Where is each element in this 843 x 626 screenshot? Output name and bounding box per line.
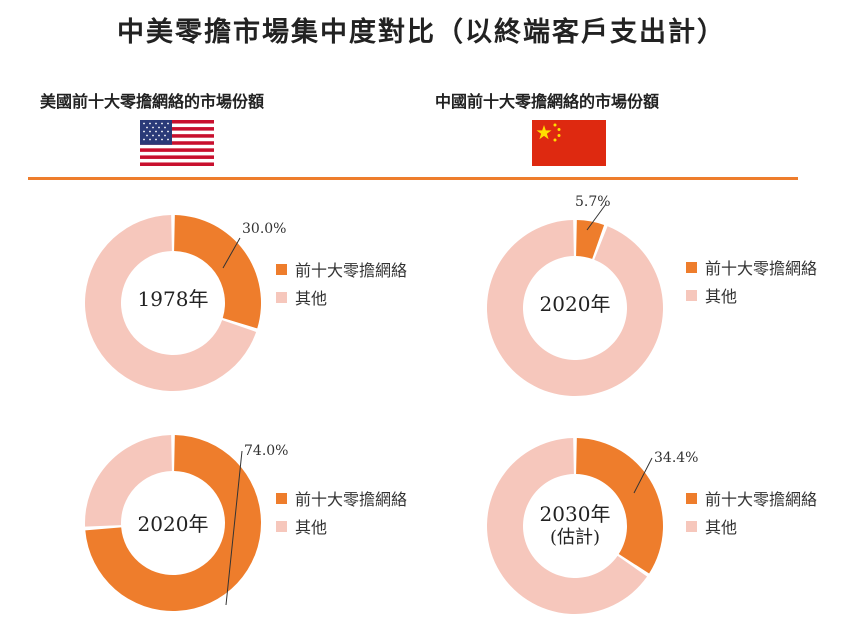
- leader-line: [586, 203, 607, 231]
- us-subtitle: 美國前十大零擔網絡的市場份額: [40, 92, 265, 111]
- legend-item-top-ten: 前十大零擔網絡: [276, 484, 407, 512]
- legend-cn-2030: 前十大零擔網絡 其他: [686, 484, 817, 540]
- legend-swatch-other: [276, 291, 287, 303]
- center-year-label: 2020年: [138, 512, 209, 536]
- center-year-label: 2030年: [540, 502, 611, 526]
- legend-item-other: 其他: [686, 281, 817, 309]
- legend-label-top-ten: 前十大零擔網絡: [295, 261, 408, 280]
- legend-swatch-top-ten: [686, 492, 697, 504]
- legend-swatch-other: [276, 520, 287, 532]
- slice-other: [85, 435, 172, 527]
- china-flag-icon: [532, 120, 606, 166]
- center-year-label: 2020年: [540, 292, 611, 316]
- legend-swatch-top-ten: [276, 492, 287, 504]
- legend-item-top-ten: 前十大零擔網絡: [686, 253, 817, 281]
- chart-title: 中美零擔市場集中度對比（以終端客戶支出計）: [117, 17, 726, 48]
- legend-item-other: 其他: [686, 512, 817, 540]
- slice-top-ten: [174, 215, 261, 329]
- legend-swatch-top-ten: [276, 263, 287, 275]
- legend-label-other: 其他: [295, 289, 328, 308]
- slice-other: [487, 220, 663, 396]
- legend-item-other: 其他: [276, 283, 407, 311]
- leader-line: [225, 450, 243, 606]
- legend-us-2020: 前十大零擔網絡 其他: [276, 484, 407, 540]
- legend-cn-2020: 前十大零擔網絡 其他: [686, 253, 817, 309]
- slice-top-ten: [576, 220, 605, 259]
- legend-label-other: 其他: [295, 518, 328, 537]
- slice-other: [487, 438, 648, 614]
- legend-us-1978: 前十大零擔網絡 其他: [276, 255, 407, 311]
- leader-line: [222, 237, 241, 269]
- cn-subtitle: 中國前十大零擔網絡的市場份額: [435, 92, 660, 111]
- legend-label-top-ten: 前十大零擔網絡: [705, 490, 818, 509]
- data-label-top-ten: 5.7%: [575, 194, 611, 210]
- legend-item-other: 其他: [276, 512, 407, 540]
- legend-label-other: 其他: [705, 518, 738, 537]
- data-label-top-ten: 34.4%: [654, 450, 698, 466]
- data-label-top-ten: 74.0%: [244, 443, 288, 459]
- legend-swatch-other: [686, 289, 697, 301]
- section-divider: [28, 177, 798, 180]
- slice-top-ten: [85, 435, 261, 611]
- legend-swatch-top-ten: [686, 261, 697, 273]
- center-sublabel: (估計): [550, 527, 600, 548]
- data-label-top-ten: 30.0%: [242, 221, 286, 237]
- legend-label-top-ten: 前十大零擔網絡: [705, 259, 818, 278]
- donut-chart-us-1978: 30.0% 1978年: [85, 215, 286, 391]
- us-flag-icon: [140, 120, 214, 166]
- legend-item-top-ten: 前十大零擔網絡: [276, 255, 407, 283]
- legend-label-top-ten: 前十大零擔網絡: [295, 490, 408, 509]
- donut-chart-cn-2030: 34.4% 2030年(估計): [487, 438, 698, 614]
- slice-other: [85, 215, 257, 391]
- center-year-label: 1978年: [138, 287, 209, 311]
- slice-top-ten: [576, 438, 663, 574]
- legend-swatch-other: [686, 520, 697, 532]
- donut-chart-us-2020: 74.0% 2020年: [85, 435, 288, 611]
- donut-chart-cn-2020: 5.7% 2020年: [487, 194, 663, 396]
- legend-item-top-ten: 前十大零擔網絡: [686, 484, 817, 512]
- leader-line: [633, 457, 653, 494]
- legend-label-other: 其他: [705, 287, 738, 306]
